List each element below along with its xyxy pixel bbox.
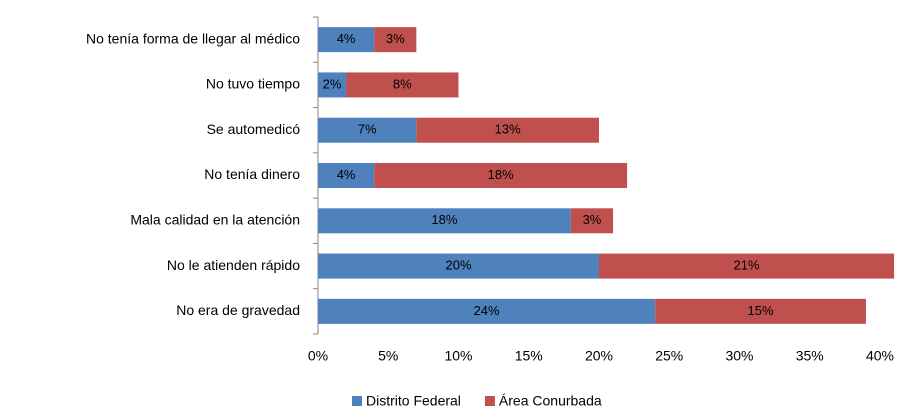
bar-segment xyxy=(318,208,571,234)
category-label: Mala calidad en la atención xyxy=(130,211,300,227)
data-label: 18% xyxy=(431,212,457,227)
x-tick-label: 0% xyxy=(308,348,328,364)
data-label: 13% xyxy=(495,122,521,137)
x-tick-label: 35% xyxy=(796,348,824,364)
data-label: 4% xyxy=(337,167,356,182)
bar-segment xyxy=(318,72,347,98)
data-label: 24% xyxy=(474,303,500,318)
bar-segment xyxy=(570,208,614,234)
data-label: 18% xyxy=(488,167,514,182)
bar-segment xyxy=(318,117,417,143)
bar-segment xyxy=(318,253,599,279)
data-label: 3% xyxy=(583,212,602,227)
category-label: No tenía forma de llegar al médico xyxy=(86,30,300,46)
data-label: 20% xyxy=(445,258,471,273)
legend-swatch xyxy=(352,396,362,406)
x-tick-label: 25% xyxy=(655,348,683,364)
bar-segment xyxy=(374,27,417,53)
bar-segment xyxy=(655,298,866,324)
bar-segment xyxy=(318,163,375,188)
legend-swatch xyxy=(484,396,495,406)
bar-segment xyxy=(318,27,375,53)
data-label: 7% xyxy=(358,122,377,137)
x-tick-label: 10% xyxy=(444,348,472,364)
category-label: Se automedicó xyxy=(207,121,301,137)
legend-label: Área Conurbada xyxy=(499,393,602,409)
category-label: No le atienden rápido xyxy=(167,257,300,273)
category-label: No tenía dinero xyxy=(204,166,300,182)
x-tick-label: 40% xyxy=(866,348,894,364)
bar-segment xyxy=(599,253,895,279)
data-label: 21% xyxy=(734,258,760,273)
data-label: 8% xyxy=(393,76,412,91)
data-label: 3% xyxy=(386,31,405,46)
data-label: 15% xyxy=(748,303,774,318)
data-label: 4% xyxy=(337,31,356,46)
x-tick-label: 20% xyxy=(585,348,613,364)
bar-segment xyxy=(318,298,656,324)
x-tick-label: 30% xyxy=(725,348,753,364)
bar-segment xyxy=(346,72,459,98)
bar-segment xyxy=(416,117,599,143)
x-tick-label: 5% xyxy=(378,348,398,364)
category-label: No tuvo tiempo xyxy=(206,76,300,92)
legend-label: Distrito Federal xyxy=(366,393,461,409)
data-label: 2% xyxy=(323,76,342,91)
category-label: No era de gravedad xyxy=(176,302,300,318)
x-tick-label: 15% xyxy=(515,348,543,364)
bar-segment xyxy=(374,163,628,188)
